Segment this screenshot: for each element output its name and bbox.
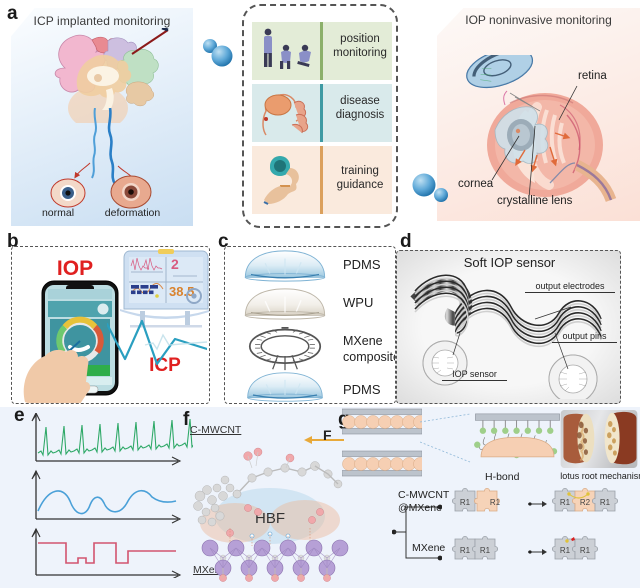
svg-text:R2: R2 — [580, 498, 591, 507]
svg-text:2: 2 — [171, 256, 179, 272]
svg-text:38.5: 38.5 — [169, 284, 194, 299]
svg-text:R1: R1 — [480, 546, 491, 555]
svg-text:R1: R1 — [460, 498, 471, 507]
svg-text:R1: R1 — [560, 498, 571, 507]
svg-text:R1: R1 — [580, 546, 591, 555]
svg-text:R1: R1 — [560, 546, 571, 555]
svg-text:R1: R1 — [600, 498, 611, 507]
svg-text:R1: R1 — [460, 546, 471, 555]
svg-text:R1: R1 — [490, 498, 501, 507]
